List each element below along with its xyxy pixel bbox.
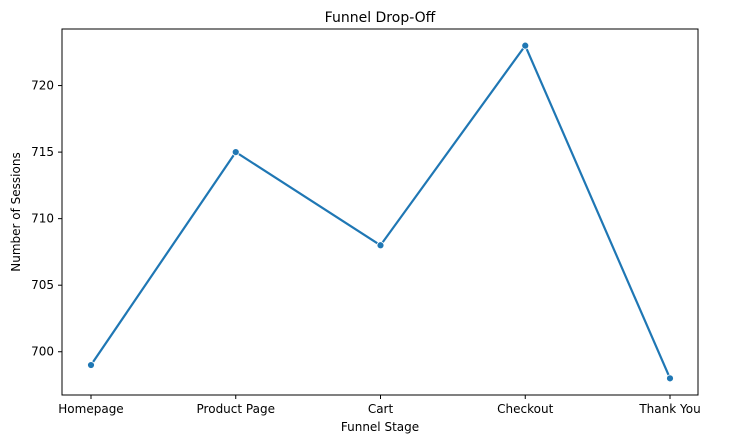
- y-tick-label: 715: [31, 145, 54, 159]
- y-axis: 700 705 710 715 720: [31, 79, 62, 359]
- y-tick-label: 705: [31, 278, 54, 292]
- y-axis-label: Number of Sessions: [9, 152, 23, 271]
- y-tick-label: 720: [31, 79, 54, 93]
- x-axis-label: Funnel Stage: [341, 420, 419, 434]
- x-axis: Homepage Product Page Cart Checkout Thank Yo…: [58, 395, 701, 416]
- x-tick-label: Homepage: [58, 402, 123, 416]
- data-point: [231, 148, 240, 157]
- data-point: [376, 241, 385, 250]
- y-tick-label: 700: [31, 345, 54, 359]
- chart-title: Funnel Drop-Off: [325, 10, 436, 26]
- x-tick-label: Checkout: [497, 402, 553, 416]
- y-tick-label: 710: [31, 212, 54, 226]
- data-point: [521, 41, 530, 50]
- x-tick-label: Product Page: [197, 402, 275, 416]
- x-tick-label: Cart: [368, 402, 394, 416]
- series-line: [90, 44, 672, 379]
- data-point: [87, 361, 95, 369]
- plot-area: 700 705 710 715 720 Homepage Product Page Cart…: [31, 28, 701, 416]
- data-point: [666, 374, 674, 383]
- series-layer: [87, 41, 674, 383]
- axes-frame: [61, 28, 699, 396]
- x-tick-label: Thank You: [638, 402, 700, 416]
